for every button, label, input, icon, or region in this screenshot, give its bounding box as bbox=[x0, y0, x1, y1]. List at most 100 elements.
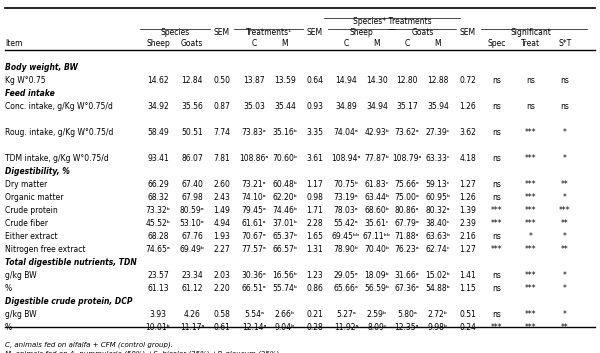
Text: ns: ns bbox=[527, 102, 535, 111]
Text: 2.59ᵇ: 2.59ᵇ bbox=[367, 310, 387, 319]
Text: 2.43: 2.43 bbox=[214, 193, 230, 202]
Text: 68.28: 68.28 bbox=[147, 232, 169, 241]
Text: 1.23: 1.23 bbox=[307, 271, 323, 280]
Text: ns: ns bbox=[493, 193, 502, 202]
Text: 70.67ᵃ: 70.67ᵃ bbox=[242, 232, 266, 241]
Text: Conc. intake, g/Kg W°0.75/d: Conc. intake, g/Kg W°0.75/d bbox=[5, 102, 113, 111]
Text: ***: *** bbox=[491, 323, 503, 332]
Text: Goats: Goats bbox=[181, 39, 203, 48]
Text: C, animals fed on alfalfa + CFM (control group).: C, animals fed on alfalfa + CFM (control… bbox=[5, 341, 173, 347]
Text: 93.41: 93.41 bbox=[147, 154, 169, 163]
Text: 74.04ᵃ: 74.04ᵃ bbox=[334, 128, 358, 137]
Text: ***: *** bbox=[559, 206, 571, 215]
Text: 68.32: 68.32 bbox=[147, 193, 169, 202]
Text: 2.60: 2.60 bbox=[214, 180, 230, 189]
Text: Sheep: Sheep bbox=[146, 39, 170, 48]
Text: 74.46ᵇ: 74.46ᵇ bbox=[272, 206, 298, 215]
Text: 38.40ᶜ: 38.40ᶜ bbox=[426, 219, 450, 228]
Text: 61.83ᶜ: 61.83ᶜ bbox=[365, 180, 389, 189]
Text: 66.51ᵃ: 66.51ᵃ bbox=[242, 284, 266, 293]
Text: 76.23ᵃ: 76.23ᵃ bbox=[395, 245, 419, 254]
Text: 31.66ᵃ: 31.66ᵃ bbox=[395, 271, 419, 280]
Text: 12.80: 12.80 bbox=[396, 76, 418, 85]
Text: 77.57ᵃ: 77.57ᵃ bbox=[242, 245, 266, 254]
Text: 63.44ᵇ: 63.44ᵇ bbox=[364, 193, 389, 202]
Text: S*T: S*T bbox=[559, 39, 572, 48]
Text: Sheep: Sheep bbox=[350, 28, 373, 37]
Text: 3.61: 3.61 bbox=[307, 154, 323, 163]
Text: 35.03: 35.03 bbox=[243, 102, 265, 111]
Text: ***: *** bbox=[525, 180, 537, 189]
Text: 7.81: 7.81 bbox=[214, 154, 230, 163]
Text: 1.71: 1.71 bbox=[307, 206, 323, 215]
Text: 3.62: 3.62 bbox=[460, 128, 476, 137]
Text: 1.15: 1.15 bbox=[460, 284, 476, 293]
Text: M, animals fed on A. nummularia (50%) +S. bicolor (25%) +P. glaucum (25%).: M, animals fed on A. nummularia (50%) +S… bbox=[5, 351, 281, 353]
Text: Body weight, BW: Body weight, BW bbox=[5, 63, 78, 72]
Text: 108.94ᵃ: 108.94ᵃ bbox=[331, 154, 361, 163]
Text: 2.39: 2.39 bbox=[460, 219, 476, 228]
Text: 55.42ᵃ: 55.42ᵃ bbox=[334, 219, 358, 228]
Text: 78.03ᵃ: 78.03ᵃ bbox=[334, 206, 358, 215]
Text: *: * bbox=[563, 271, 567, 280]
Text: 60.48ᵇ: 60.48ᵇ bbox=[272, 180, 298, 189]
Text: 2.66ᵇ: 2.66ᵇ bbox=[275, 310, 295, 319]
Text: 16.56ᵇ: 16.56ᵇ bbox=[272, 271, 298, 280]
Text: 61.61ᵃ: 61.61ᵃ bbox=[242, 219, 266, 228]
Text: ns: ns bbox=[493, 310, 502, 319]
Text: 1.31: 1.31 bbox=[307, 245, 323, 254]
Text: 0.24: 0.24 bbox=[460, 323, 476, 332]
Text: 1.93: 1.93 bbox=[214, 232, 230, 241]
Text: 0.61: 0.61 bbox=[214, 323, 230, 332]
Text: 37.01ᵇ: 37.01ᵇ bbox=[272, 219, 298, 228]
Text: **: ** bbox=[561, 219, 569, 228]
Text: 60.95ᵇ: 60.95ᵇ bbox=[425, 193, 451, 202]
Text: 5.54ᵃ: 5.54ᵃ bbox=[244, 310, 264, 319]
Text: Treatments¹: Treatments¹ bbox=[247, 28, 293, 37]
Text: Dry matter: Dry matter bbox=[5, 180, 47, 189]
Text: ***: *** bbox=[525, 128, 537, 137]
Text: Treat: Treat bbox=[521, 39, 541, 48]
Text: 34.94: 34.94 bbox=[366, 102, 388, 111]
Text: 67.98: 67.98 bbox=[181, 193, 203, 202]
Text: C: C bbox=[404, 39, 410, 48]
Text: ***: *** bbox=[525, 193, 537, 202]
Text: Feed intake: Feed intake bbox=[5, 89, 55, 98]
Text: 61.12: 61.12 bbox=[181, 284, 203, 293]
Text: 75.66ᵃ: 75.66ᵃ bbox=[395, 180, 419, 189]
Text: 58.49: 58.49 bbox=[147, 128, 169, 137]
Text: 3.93: 3.93 bbox=[149, 310, 167, 319]
Text: *: * bbox=[529, 232, 533, 241]
Text: Kg W°0.75: Kg W°0.75 bbox=[5, 76, 46, 85]
Text: 66.29: 66.29 bbox=[147, 180, 169, 189]
Text: ***: *** bbox=[525, 284, 537, 293]
Text: 54.88ᵇ: 54.88ᵇ bbox=[425, 284, 451, 293]
Text: 13.59: 13.59 bbox=[274, 76, 296, 85]
Text: *: * bbox=[563, 154, 567, 163]
Text: ns: ns bbox=[493, 76, 502, 85]
Text: 73.62ᵃ: 73.62ᵃ bbox=[395, 128, 419, 137]
Text: 108.86ᵃ: 108.86ᵃ bbox=[239, 154, 269, 163]
Text: **: ** bbox=[561, 323, 569, 332]
Text: 5.80ᵃ: 5.80ᵃ bbox=[397, 310, 417, 319]
Text: 3.35: 3.35 bbox=[307, 128, 323, 137]
Text: 108.79ᵃ: 108.79ᵃ bbox=[392, 154, 422, 163]
Text: 12.14ᵃ: 12.14ᵃ bbox=[242, 323, 266, 332]
Text: 1.17: 1.17 bbox=[307, 180, 323, 189]
Text: 2.03: 2.03 bbox=[214, 271, 230, 280]
Text: 63.33ᶜ: 63.33ᶜ bbox=[425, 154, 451, 163]
Text: 7.74: 7.74 bbox=[214, 128, 230, 137]
Text: 14.30: 14.30 bbox=[366, 76, 388, 85]
Text: Species* Treatments: Species* Treatments bbox=[353, 17, 431, 26]
Text: ns: ns bbox=[493, 180, 502, 189]
Text: 2.28: 2.28 bbox=[307, 219, 323, 228]
Text: 79.45ᵃ: 79.45ᵃ bbox=[242, 206, 266, 215]
Text: C: C bbox=[251, 39, 257, 48]
Text: 63.63ᵇ: 63.63ᵇ bbox=[425, 232, 451, 241]
Text: 0.21: 0.21 bbox=[307, 310, 323, 319]
Text: Significant: Significant bbox=[511, 28, 551, 37]
Text: ns: ns bbox=[493, 102, 502, 111]
Text: 23.57: 23.57 bbox=[147, 271, 169, 280]
Text: 73.32ᵇ: 73.32ᵇ bbox=[146, 206, 170, 215]
Text: 55.74ᵇ: 55.74ᵇ bbox=[272, 284, 298, 293]
